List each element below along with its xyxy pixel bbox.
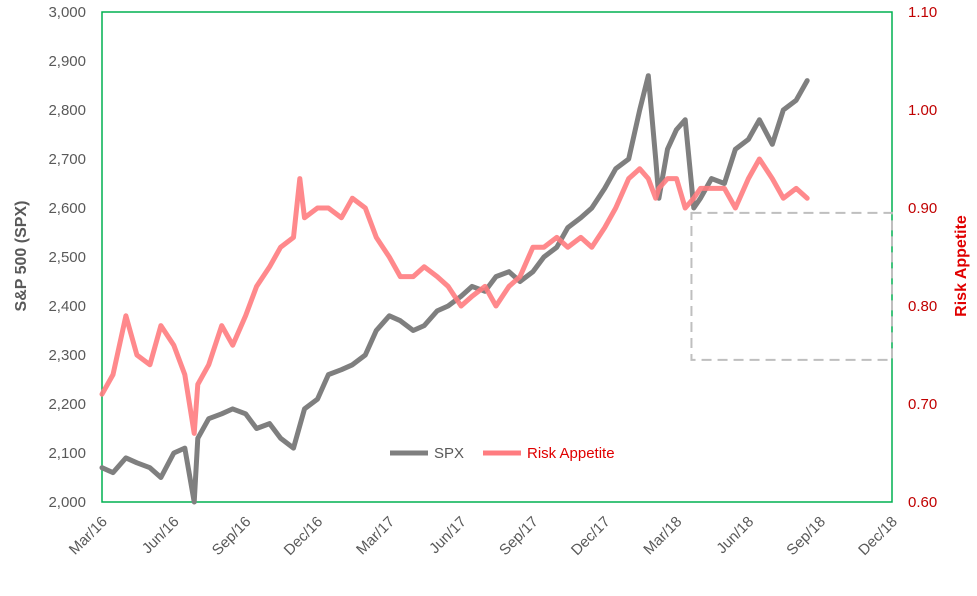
y-tick-label-right: 1.10 — [908, 4, 937, 21]
x-tick-label: Mar/16 — [66, 513, 111, 558]
y-tick-label-left: 2,200 — [48, 396, 86, 413]
x-tick-label: Jun/18 — [713, 513, 757, 557]
y-tick-label-left: 3,000 — [48, 4, 86, 21]
y-tick-label-left: 2,000 — [48, 494, 86, 511]
y-tick-label-left: 2,800 — [48, 102, 86, 119]
highlight-box-risk — [690, 211, 893, 361]
x-tick-label: Sep/18 — [783, 513, 829, 559]
y-axis-title-left: S&P 500 (SPX) — [13, 201, 30, 312]
y-tick-label-left: 2,100 — [48, 445, 86, 462]
x-tick-label: Jun/17 — [426, 513, 470, 557]
plot-frame — [101, 11, 893, 503]
x-tick-label: Dec/16 — [281, 513, 327, 559]
y-tick-label-left: 2,400 — [48, 298, 86, 315]
y-tick-label-left: 2,300 — [48, 347, 86, 364]
x-tick-label: Jun/16 — [139, 513, 183, 557]
y-tick-label-left: 2,700 — [48, 151, 86, 168]
x-tick-label: Sep/17 — [496, 513, 542, 559]
y-axis-title-right: Risk Appetite — [953, 215, 970, 317]
legend-label-spx: SPX — [434, 445, 464, 462]
highlight-box-layer — [690, 211, 893, 361]
y-tick-label-left: 2,900 — [48, 53, 86, 70]
y-tick-label-right: 0.60 — [908, 494, 937, 511]
legend-label-risk-appetite: Risk Appetite — [527, 445, 615, 462]
plot-frame-layer — [101, 11, 893, 503]
x-tick-label: Mar/17 — [353, 513, 398, 558]
legend: SPX Risk Appetite — [390, 445, 615, 462]
x-tick-label: Dec/18 — [855, 513, 901, 559]
series-line-risk-appetite — [99, 156, 810, 436]
x-tick-label: Dec/17 — [568, 513, 614, 559]
y-tick-label-right: 0.70 — [908, 396, 937, 413]
x-tick-label: Mar/18 — [640, 513, 685, 558]
y-tick-label-right: 1.00 — [908, 102, 937, 119]
x-tick-label: Sep/16 — [209, 513, 255, 559]
y-tick-label-right: 0.80 — [908, 298, 937, 315]
y-tick-label-right: 0.90 — [908, 200, 937, 217]
y-tick-label-left: 2,600 — [48, 200, 86, 217]
series-layer — [99, 73, 810, 505]
y-tick-label-left: 2,500 — [48, 249, 86, 266]
series-line-spx — [99, 73, 810, 505]
